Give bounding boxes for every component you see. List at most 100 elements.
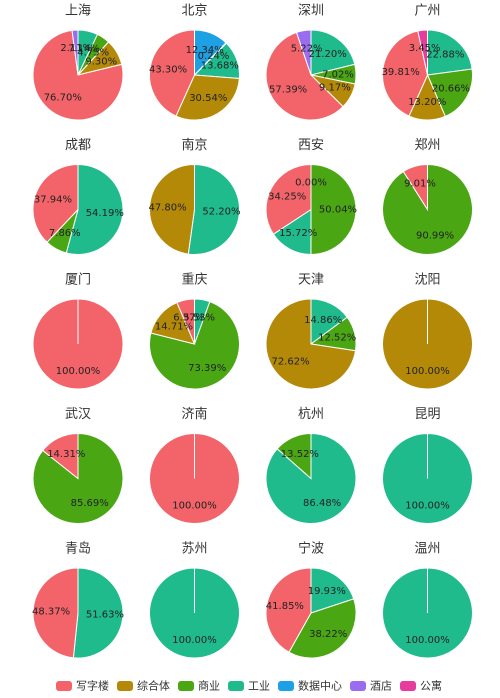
pie-chart: 温州 100.00% xyxy=(382,542,473,659)
slice-label: 22.88% xyxy=(426,50,464,61)
slice-label: 39.81% xyxy=(382,67,420,78)
pie-slice xyxy=(276,432,312,480)
slice-label: 21.20% xyxy=(309,49,347,60)
pie-slice xyxy=(382,567,473,659)
pie-slice xyxy=(427,29,473,76)
chart-title: 天津 xyxy=(298,273,324,288)
slice-label: 51.63% xyxy=(86,609,124,620)
pie-slice xyxy=(417,29,428,76)
slice-label: 19.93% xyxy=(308,586,346,597)
chart-title: 沈阳 xyxy=(414,273,440,288)
legend-swatch xyxy=(178,681,194,691)
slice-label: 0.00% xyxy=(295,178,327,189)
slice-label: 73.39% xyxy=(188,363,226,374)
pie-slice xyxy=(32,163,79,243)
slice-label: 47.80% xyxy=(148,203,186,214)
legend-label: 商业 xyxy=(198,679,220,693)
slice-label: 30.54% xyxy=(189,93,227,104)
pie-chart: 宁波 19.93% 38.22% 41.85% xyxy=(265,541,357,659)
slice-label: 13.68% xyxy=(201,61,239,72)
slice-label: 100.00% xyxy=(405,635,450,646)
pie-chart: 北京 12.34%0.24%13.68% 30.54% 43.30% xyxy=(149,4,240,121)
pie-chart: 上海 7.14%4.75%9.30% 76.70% 2.11% xyxy=(32,4,124,121)
pie-slice xyxy=(295,29,312,76)
pie-slice xyxy=(149,301,240,390)
pie-slice xyxy=(265,163,312,235)
slice-label: 90.99% xyxy=(416,230,454,241)
chart-title: 杭州 xyxy=(298,407,324,422)
pie-slice xyxy=(149,29,195,117)
legend-swatch xyxy=(56,681,72,691)
pie-slice xyxy=(32,29,124,121)
slice-label: 14.31% xyxy=(47,449,85,460)
chart-title: 昆明 xyxy=(414,407,440,422)
pie-chart: 成都 54.19% 7.86% 37.94% xyxy=(32,138,124,255)
slice-label: 41.85% xyxy=(266,601,304,612)
legend-label: 综合体 xyxy=(137,679,170,693)
chart-title: 济南 xyxy=(181,406,207,422)
pie-slice xyxy=(382,432,473,525)
pie-chart: 重庆 5.53% 73.39% 14.71%6.37% xyxy=(149,272,240,390)
pie-chart: 杭州 86.48% 13.52% xyxy=(265,407,357,524)
slice-label: 15.72% xyxy=(279,228,317,239)
chart-title: 温州 xyxy=(414,542,440,557)
chart-title: 成都 xyxy=(65,138,91,153)
slice-label: 14.71% xyxy=(155,321,193,332)
pie-slice xyxy=(32,298,124,390)
chart-title: 宁波 xyxy=(298,541,324,557)
legend-swatch xyxy=(278,681,294,691)
pie-slice xyxy=(149,163,195,255)
pie-slice xyxy=(265,31,344,121)
legend-swatch xyxy=(117,681,133,691)
slice-label: 3.45% xyxy=(409,43,441,54)
slice-label: 7.14% xyxy=(68,44,100,55)
chart-title: 武汉 xyxy=(65,407,91,422)
chart-title: 青岛 xyxy=(65,541,91,557)
chart-title: 广州 xyxy=(414,4,440,19)
pie-chart: 西安 0.00% 50.04% 15.72% 34.25% xyxy=(265,138,357,256)
pie-chart: 郑州 90.99% 9.01% xyxy=(382,138,473,255)
pie-slice xyxy=(265,567,312,653)
pie-chart: 南京 52.20% 47.80% xyxy=(148,137,241,255)
slice-label: 20.66% xyxy=(432,83,470,94)
slice-label: 43.30% xyxy=(149,64,187,75)
pie-slice xyxy=(288,598,357,659)
pie-chart: 苏州 100.00% xyxy=(149,541,240,659)
legend-label: 工业 xyxy=(248,680,270,693)
pie-slice xyxy=(382,30,429,117)
slice-label: 9.17% xyxy=(319,83,351,94)
pie-slice xyxy=(265,298,357,390)
chart-title: 南京 xyxy=(181,137,207,153)
slice-label: 13.52% xyxy=(281,449,319,460)
chart-title: 深圳 xyxy=(298,4,324,19)
slice-label: 38.22% xyxy=(309,629,347,640)
pie-chart: 天津 14.86% 12.52% 72.62% xyxy=(265,273,357,390)
slice-label: 6.37% xyxy=(173,313,205,324)
legend-swatch xyxy=(228,681,244,691)
legend-label: 写字楼 xyxy=(76,679,109,693)
slice-label: 12.52% xyxy=(318,332,356,343)
slice-label: 100.00% xyxy=(172,635,217,646)
slice-label: 5.53% xyxy=(183,312,215,323)
chart-title: 西安 xyxy=(298,138,324,153)
slice-label: 34.25% xyxy=(268,192,306,203)
chart-title: 重庆 xyxy=(181,272,207,288)
pie-chart: 武汉 85.69% 14.31% xyxy=(32,407,124,524)
chart-title: 上海 xyxy=(65,4,91,19)
pie-chart: 昆明 100.00% xyxy=(382,407,473,525)
chart-title: 郑州 xyxy=(414,138,440,153)
slice-label: 9.01% xyxy=(404,179,436,190)
pie-slice xyxy=(65,163,124,255)
pie-chart: 青岛 51.63% 48.37% xyxy=(32,541,124,659)
legend: 写字楼 综合体 商业 工业 数据中心 酒店 公寓 xyxy=(56,679,442,693)
slice-label: 4.75% xyxy=(77,48,109,59)
pie-slice xyxy=(402,163,428,212)
pie-chart: 厦门 100.00% xyxy=(32,273,124,390)
pie-slice xyxy=(71,29,79,76)
pie-slice xyxy=(176,298,195,345)
pie-chart: 沈阳 100.00% xyxy=(382,273,473,390)
chart-title: 北京 xyxy=(181,4,207,19)
pie-slice xyxy=(175,74,240,121)
pie-slice xyxy=(426,68,473,118)
